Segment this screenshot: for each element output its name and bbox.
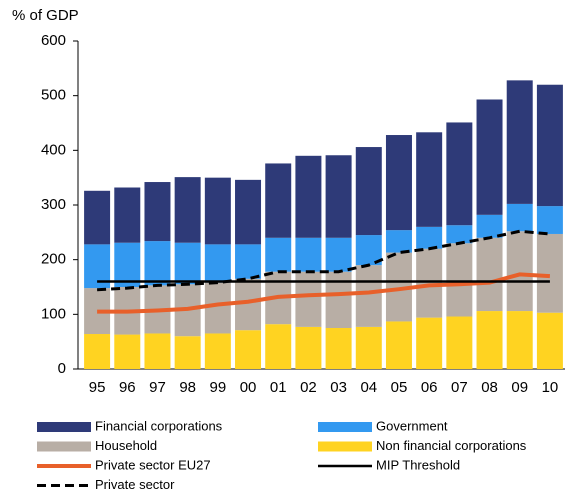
bar-segment — [476, 237, 503, 312]
bar-segment — [114, 242, 141, 287]
bar-segment — [355, 326, 382, 369]
y-tick-label: 400 — [41, 141, 66, 158]
x-tick-label: 98 — [179, 379, 196, 396]
y-tick-label: 200 — [41, 251, 66, 268]
bar-segment — [114, 187, 141, 243]
bar-segment — [325, 271, 352, 328]
bar-segment — [204, 333, 231, 369]
bar-segment — [355, 147, 382, 236]
y-axis-label: % of GDP — [12, 7, 79, 24]
bar-segment — [446, 122, 473, 226]
x-tick-label: 09 — [511, 379, 528, 396]
y-tick-label: 600 — [41, 32, 66, 49]
x-tick-label: 06 — [421, 379, 438, 396]
legend-swatch — [318, 441, 372, 452]
x-tick-label: 99 — [210, 379, 227, 396]
x-tick-label: 05 — [391, 379, 408, 396]
bar-segment — [416, 317, 443, 369]
bar-segment — [84, 190, 111, 245]
bar-segment — [446, 243, 473, 317]
bar-segment — [174, 242, 201, 285]
bar-segment — [506, 203, 533, 232]
bar-segment — [536, 233, 563, 313]
bar-segment — [84, 334, 111, 369]
x-tick-label: 00 — [240, 379, 257, 396]
bar-segment — [204, 177, 231, 245]
bar-segment — [536, 84, 563, 207]
x-tick-label: 08 — [481, 379, 498, 396]
bar-segment — [536, 206, 563, 234]
x-tick-label: 97 — [149, 379, 166, 396]
bar-segment — [144, 182, 171, 242]
legend-label: MIP Threshold — [376, 457, 460, 472]
bar-segment — [295, 271, 322, 327]
bar-segment — [295, 326, 322, 369]
x-tick-label: 95 — [89, 379, 106, 396]
bar-segment — [174, 336, 201, 369]
legend-label: Private sector EU27 — [95, 457, 211, 472]
bar-segment — [385, 230, 412, 253]
legend-label: Government — [376, 418, 448, 433]
bar-segment — [295, 237, 322, 272]
x-tick-label: 02 — [300, 379, 317, 396]
x-tick-label: 07 — [451, 379, 468, 396]
bar-segment — [325, 328, 352, 369]
line-series — [97, 229, 551, 292]
bar-segment — [446, 316, 473, 369]
x-tick-label: 03 — [330, 379, 347, 396]
legend-label: Household — [95, 438, 157, 453]
bar-segment — [476, 99, 503, 215]
y-tick-label: 100 — [41, 305, 66, 322]
bar-segment — [476, 214, 503, 238]
bar-segment — [416, 132, 443, 227]
bar-segment — [204, 244, 231, 283]
bar-segment — [325, 237, 352, 272]
bar-segment — [446, 225, 473, 244]
bar-segment — [235, 244, 262, 279]
bar-segment — [325, 155, 352, 238]
bar-segment — [265, 163, 292, 238]
x-tick-label: 96 — [119, 379, 136, 396]
bar-segment — [265, 324, 292, 369]
legend-swatch — [37, 422, 91, 432]
bar-segment — [235, 330, 262, 369]
bar-segment — [144, 333, 171, 369]
bar-segment — [114, 334, 141, 369]
x-tick-label: 04 — [360, 379, 377, 396]
y-tick-label: 300 — [41, 196, 66, 213]
bar-segment — [385, 135, 412, 231]
legend-label: Non financial corporations — [376, 438, 527, 453]
y-tick-label: 0 — [58, 360, 66, 377]
legend-swatch — [37, 441, 91, 452]
bar-segment — [265, 237, 292, 272]
bar-segment — [174, 177, 201, 243]
y-tick-label: 500 — [41, 87, 66, 104]
bar-segment — [506, 80, 533, 204]
bar-segment — [144, 241, 171, 286]
bar-segment — [506, 311, 533, 369]
bar-segment — [295, 155, 322, 238]
legend-label: Private sector — [95, 477, 175, 492]
bar-segment — [536, 312, 563, 369]
bar-segment — [385, 321, 412, 369]
bar-segment — [476, 311, 503, 369]
legend-label: Financial corporations — [95, 418, 223, 433]
legend-swatch — [318, 422, 372, 432]
bar-segment — [416, 226, 443, 249]
bar-segment — [355, 265, 382, 327]
bar-segment — [204, 282, 231, 334]
bar-segment — [235, 179, 262, 245]
x-tick-label: 01 — [270, 379, 287, 396]
x-tick-label: 10 — [542, 379, 559, 396]
bar-segment — [506, 231, 533, 312]
line-series — [97, 272, 551, 314]
legend: Financial corporations Government Househol… — [37, 418, 527, 492]
